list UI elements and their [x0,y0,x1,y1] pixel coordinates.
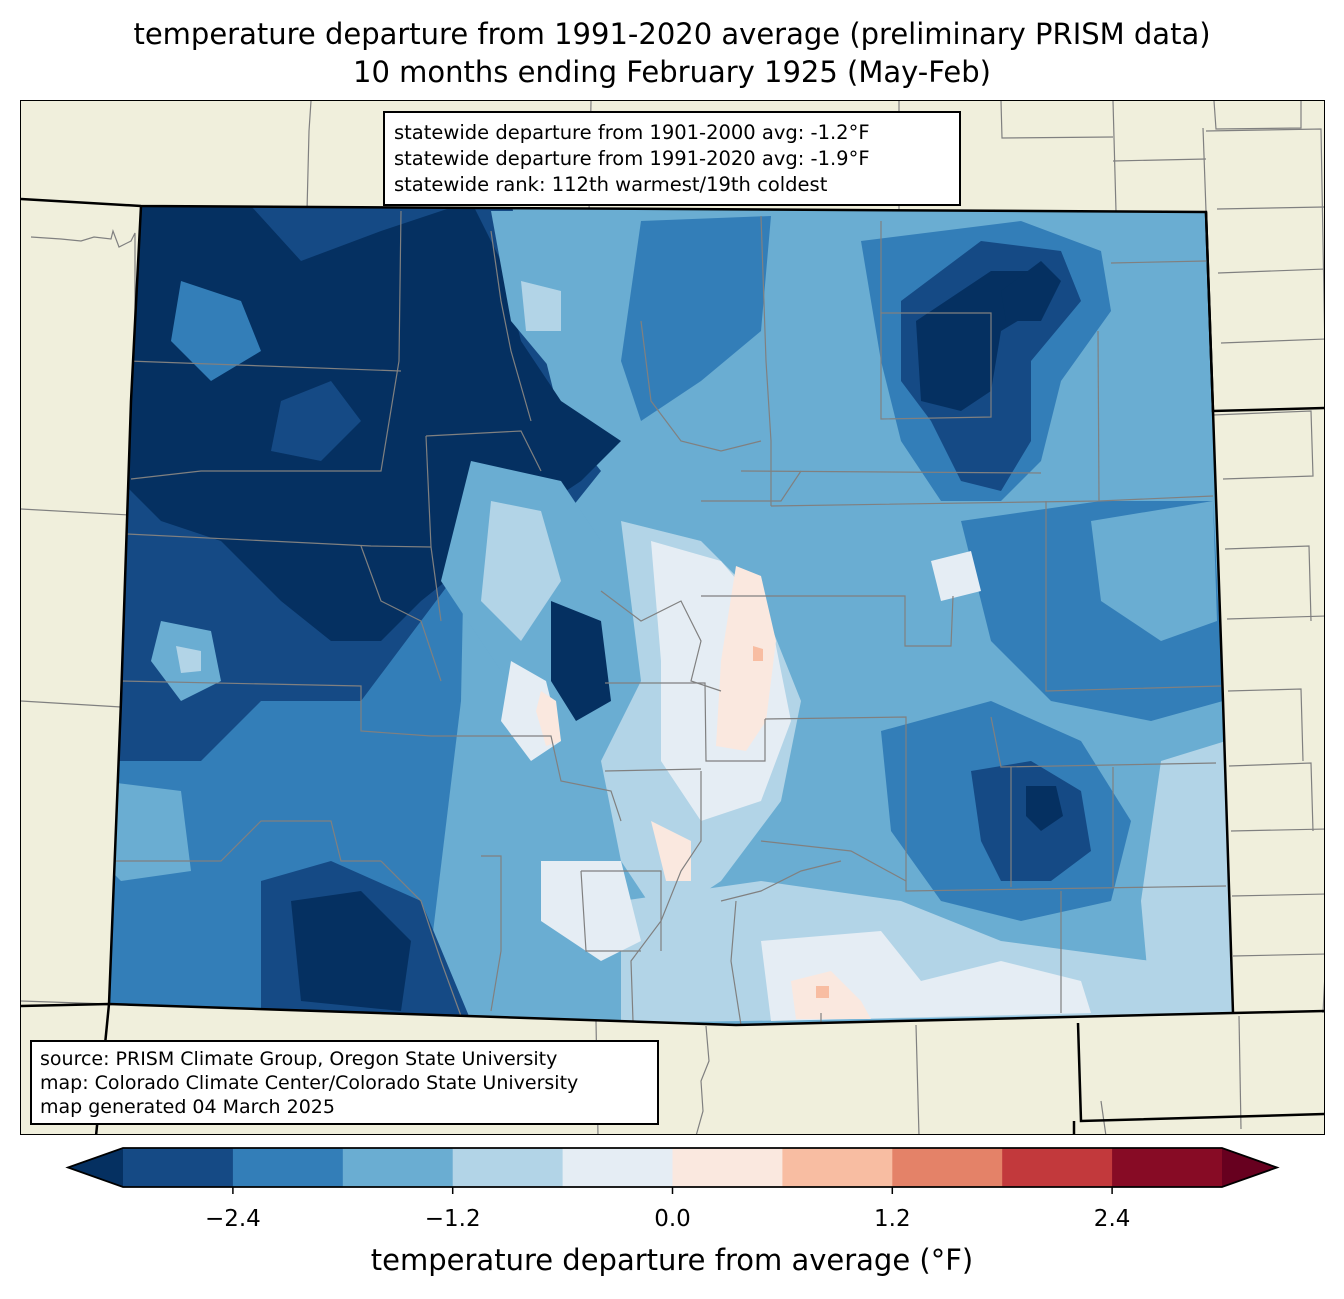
field-bin-0.6-to-1.2 [753,646,763,661]
field-bin-neg1.2-to-neg0.6 [1141,741,1231,1013]
temperature-departure-field [109,206,1233,1025]
field-bin-0.0-to-0.6 [536,691,561,746]
colorbar-bin [452,1148,564,1187]
colorbar-bin [1112,1148,1223,1187]
colorbar-tick-label: 0.0 [654,1206,691,1232]
colorbar-bin [892,1148,1003,1187]
field-under-neg3.0 [291,891,411,1011]
field-under-neg3.0 [1001,261,1061,321]
map-canvas [21,101,1324,1134]
field-bin-0.0-to-0.6 [716,566,776,751]
field-bin-neg1.8-to-neg1.2 [109,781,191,881]
field-bin-neg1.2-to-neg0.6 [176,646,201,673]
map-subtitle: 10 months ending February 1925 (May-Feb) [353,55,991,89]
colorbar [65,1147,1280,1194]
colorbar-extend-under [68,1148,123,1187]
county-lines [116,210,1227,1025]
stats-departure-1901-2000: statewide departure from 1901-2000 avg: … [394,121,870,144]
field-bin-neg3.0-to-neg2.4 [271,381,361,461]
border-co-ks [1204,211,1235,1014]
colorbar-bin [562,1148,673,1187]
field-bin-0.0-to-0.6 [791,971,871,1019]
state-borders [21,197,1324,1134]
field-bin-neg2.4-to-neg1.8 [171,281,261,381]
border-co-nm-ok [21,1002,1324,1027]
map-generated-date: map generated 04 March 2025 [40,1096,335,1118]
colorbar-bin [782,1148,893,1187]
border-co-ut [107,205,143,1005]
map-title: temperature departure from 1991-2020 ave… [133,17,1211,51]
colorbar-tick-label: 1.2 [874,1206,911,1232]
stats-rank: statewide rank: 112th warmest/19th colde… [394,173,828,196]
source-credits-box: source: PRISM Climate Group, Oregon Stat… [30,1040,659,1125]
colorbar-bin [232,1148,344,1187]
statewide-stats-box: statewide departure from 1901-2000 avg: … [383,111,961,206]
colorbar-tick-label: −2.4 [204,1206,261,1232]
colorbar-label: temperature departure from average (°F) [370,1243,974,1277]
colorbar-bin [672,1148,783,1187]
colorbar-tick-label: −1.2 [424,1206,481,1232]
field-bin-0.6-to-1.2 [816,986,829,998]
field-bin-neg0.6-to-0.0 [541,861,641,961]
map-credit: map: Colorado Climate Center/Colorado St… [40,1072,579,1094]
colorbar-bin [123,1148,234,1187]
colorbar-tick-label: 2.4 [1093,1206,1131,1232]
field-bin-neg0.6-to-0.0 [931,551,981,601]
field-under-neg3.0 [551,601,611,721]
colorbar-bin [342,1148,454,1187]
colorbar-bin [1002,1148,1113,1187]
border-ok-tx [1076,1022,1324,1123]
field-bin-0.0-to-0.6 [651,821,691,881]
field-bin-neg1.2-to-neg0.6 [481,501,561,641]
map-panel [20,100,1325,1135]
field-bin-neg1.2-to-neg0.6 [521,281,561,331]
source-credit: source: PRISM Climate Group, Oregon Stat… [40,1048,558,1070]
field-bin-neg2.4-to-neg1.8 [621,216,771,421]
field-under-neg3.0 [1026,786,1063,831]
colorbar-extend-over [1222,1148,1277,1187]
stats-departure-1991-2020: statewide departure from 1991-2020 avg: … [394,147,870,170]
field-bin-neg1.8-to-neg1.2 [491,211,661,381]
colorbar-outline [65,1147,1280,1188]
field-bin-neg1.8-to-neg1.2 [1091,501,1217,641]
